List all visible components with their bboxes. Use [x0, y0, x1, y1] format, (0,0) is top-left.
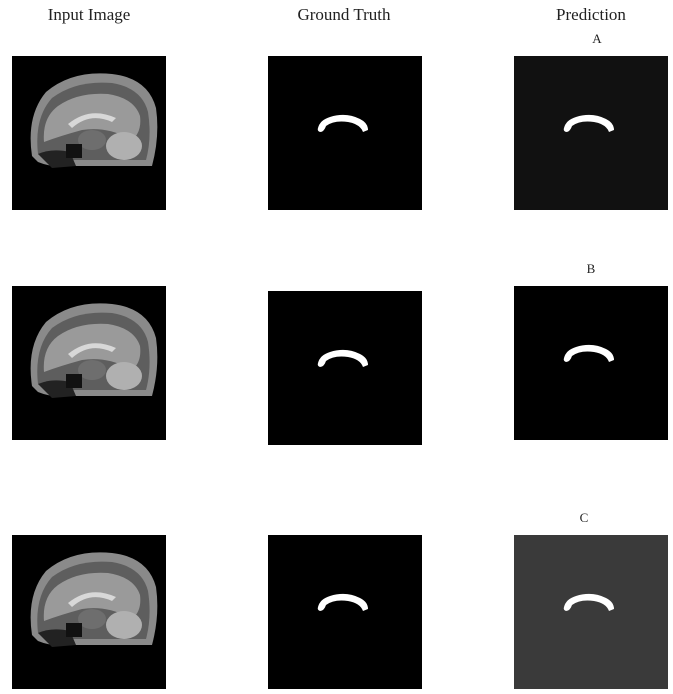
input-image	[12, 535, 166, 689]
column-header: Input Image	[48, 5, 131, 24]
figure: Input Image Ground Truth Prediction A B …	[0, 0, 673, 689]
row-label: B	[587, 261, 596, 276]
prediction	[514, 286, 668, 440]
row-label: C	[580, 510, 589, 525]
column-header: Prediction	[556, 5, 626, 24]
column-header: Ground Truth	[297, 5, 391, 24]
row-label: A	[592, 31, 602, 46]
prediction	[514, 535, 668, 689]
ground-truth	[268, 56, 422, 210]
prediction	[514, 56, 668, 210]
input-image	[12, 56, 166, 210]
ground-truth	[268, 535, 422, 689]
input-image	[12, 286, 166, 440]
ground-truth	[268, 291, 422, 445]
